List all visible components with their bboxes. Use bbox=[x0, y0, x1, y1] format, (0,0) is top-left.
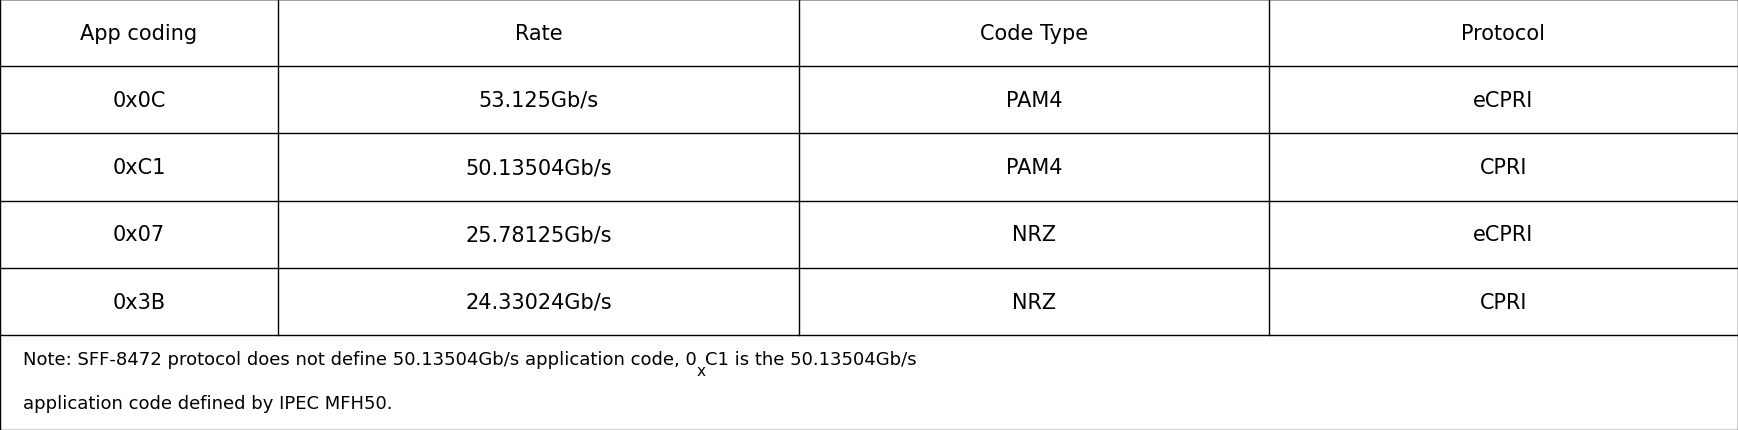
Text: PAM4: PAM4 bbox=[1006, 158, 1062, 178]
Text: eCPRI: eCPRI bbox=[1474, 91, 1533, 111]
Text: x: x bbox=[697, 363, 706, 378]
Text: eCPRI: eCPRI bbox=[1474, 225, 1533, 245]
Text: App coding: App coding bbox=[80, 24, 198, 43]
Text: 50.13504Gb/s: 50.13504Gb/s bbox=[466, 158, 612, 178]
Bar bbox=[0, 0, 1738, 335]
Text: NRZ: NRZ bbox=[1012, 292, 1057, 312]
Text: Rate: Rate bbox=[514, 24, 563, 43]
Text: 0xC1: 0xC1 bbox=[113, 158, 165, 178]
Text: 0x07: 0x07 bbox=[113, 225, 165, 245]
Text: 0x3B: 0x3B bbox=[113, 292, 165, 312]
Text: NRZ: NRZ bbox=[1012, 225, 1057, 245]
Text: PAM4: PAM4 bbox=[1006, 91, 1062, 111]
Text: 25.78125Gb/s: 25.78125Gb/s bbox=[466, 225, 612, 245]
Text: 0x0C: 0x0C bbox=[113, 91, 165, 111]
Text: Note: SFF-8472 protocol does not define 50.13504Gb/s application code, 0: Note: SFF-8472 protocol does not define … bbox=[23, 350, 697, 368]
Text: Protocol: Protocol bbox=[1462, 24, 1545, 43]
Text: Code Type: Code Type bbox=[980, 24, 1088, 43]
Text: application code defined by IPEC MFH50.: application code defined by IPEC MFH50. bbox=[23, 395, 393, 412]
Text: CPRI: CPRI bbox=[1479, 158, 1528, 178]
Bar bbox=[0, 335, 1738, 430]
Text: C1 is the 50.13504Gb/s: C1 is the 50.13504Gb/s bbox=[706, 350, 918, 368]
Text: 24.33024Gb/s: 24.33024Gb/s bbox=[466, 292, 612, 312]
Text: 53.125Gb/s: 53.125Gb/s bbox=[478, 91, 600, 111]
Text: CPRI: CPRI bbox=[1479, 292, 1528, 312]
